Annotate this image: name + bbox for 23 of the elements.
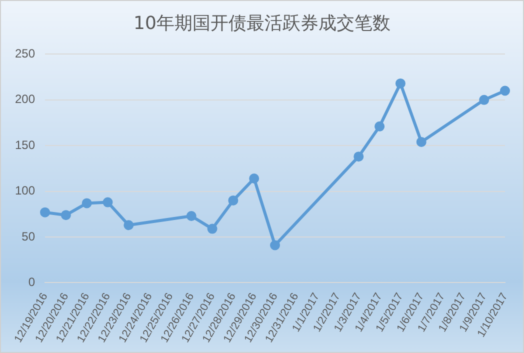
y-tick-label: 250 [14, 46, 36, 61]
point [228, 195, 238, 206]
y-tick-label: 50 [22, 229, 36, 244]
point [374, 121, 385, 132]
point [354, 152, 364, 162]
point [500, 86, 510, 96]
point [249, 174, 260, 184]
y-tick-label: 0 [28, 275, 36, 290]
point [60, 210, 71, 220]
point [40, 207, 50, 218]
y-tick-label: 100 [14, 184, 36, 198]
y-tick-label: 200 [14, 92, 36, 106]
point [395, 78, 406, 88]
point [102, 197, 113, 208]
point [82, 198, 92, 208]
point [416, 136, 426, 147]
y-tick-label: 150 [14, 138, 36, 152]
chart-title: 10年期国开债最活跃券成交笔数 [132, 12, 392, 35]
point [186, 210, 196, 221]
point [207, 224, 218, 234]
point [479, 94, 490, 105]
point [124, 220, 134, 230]
point [270, 240, 280, 250]
